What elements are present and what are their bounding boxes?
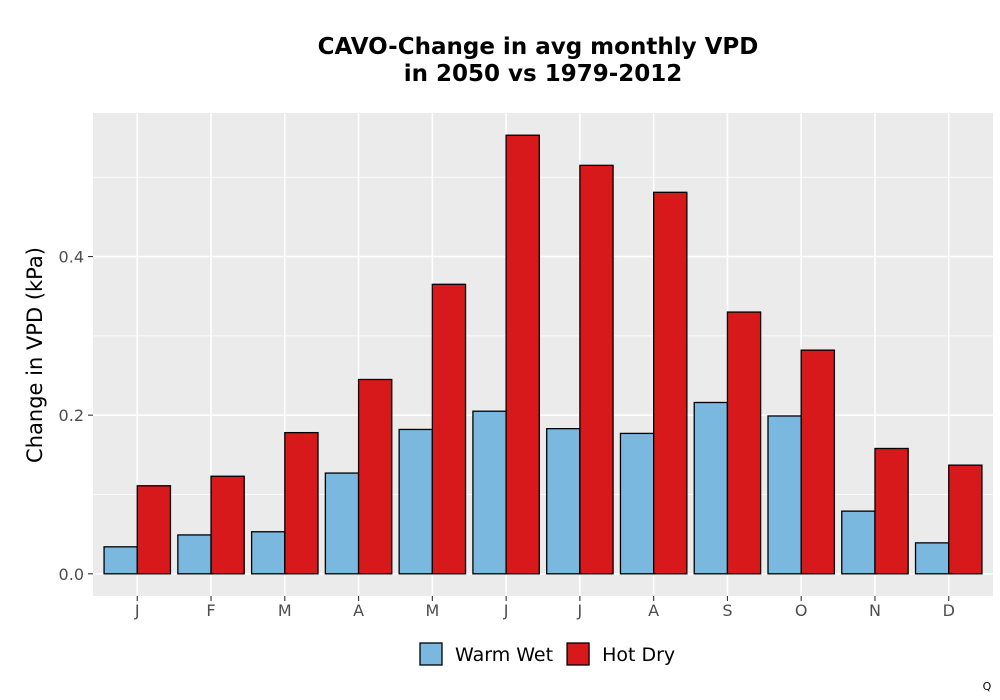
y-tick-label: 0.4 xyxy=(59,248,84,267)
y-axis-title: Change in VPD (kPa) xyxy=(23,247,47,463)
bar xyxy=(619,432,655,575)
bar xyxy=(284,431,319,575)
bar xyxy=(726,311,762,575)
bar xyxy=(431,283,467,575)
bar xyxy=(250,531,286,575)
y-tick-label: 0.2 xyxy=(59,406,84,425)
chart-title-line-2: in 2050 vs 1979-2012 xyxy=(404,61,683,87)
x-tick-label: S xyxy=(722,601,732,620)
bar xyxy=(693,401,729,575)
x-tick-label: D xyxy=(943,601,955,620)
bar xyxy=(103,546,138,575)
bar xyxy=(210,475,245,575)
x-tick-label: J xyxy=(503,601,509,620)
bar xyxy=(472,410,507,575)
legend-label: Warm Wet xyxy=(455,644,553,666)
legend-label: Hot Dry xyxy=(602,644,675,666)
bar xyxy=(767,415,802,575)
x-tick-label: O xyxy=(795,601,808,620)
bar xyxy=(874,447,909,575)
x-tick-label: J xyxy=(134,601,140,620)
corner-mark: Q xyxy=(983,680,992,693)
x-tick-label: F xyxy=(206,601,215,620)
bar xyxy=(177,534,212,575)
bar xyxy=(324,472,360,575)
chart-title-line-1: CAVO-Change in avg monthly VPD xyxy=(318,34,759,60)
x-tick-label: J xyxy=(577,601,583,620)
bar xyxy=(579,164,614,575)
bar xyxy=(357,378,393,575)
x-tick-label: N xyxy=(869,601,881,620)
legend-swatch xyxy=(419,642,443,666)
x-tick-label: A xyxy=(353,601,364,620)
x-tick-label: M xyxy=(278,601,292,620)
bar xyxy=(136,485,172,575)
bar xyxy=(800,349,836,575)
legend: Warm Wet Hot Dry xyxy=(419,642,675,666)
bar xyxy=(505,134,540,575)
x-tick-label: A xyxy=(648,601,659,620)
bars xyxy=(103,134,983,575)
bar xyxy=(841,510,876,575)
bar xyxy=(653,191,688,575)
bar xyxy=(398,428,433,575)
bar xyxy=(546,428,581,575)
bar xyxy=(914,542,950,575)
y-tick-label: 0.0 xyxy=(59,565,84,584)
y-axis: 0.0 0.2 0.4 xyxy=(59,248,93,584)
x-tick-label: M xyxy=(425,601,439,620)
bar xyxy=(948,464,983,575)
legend-swatch xyxy=(566,642,590,666)
